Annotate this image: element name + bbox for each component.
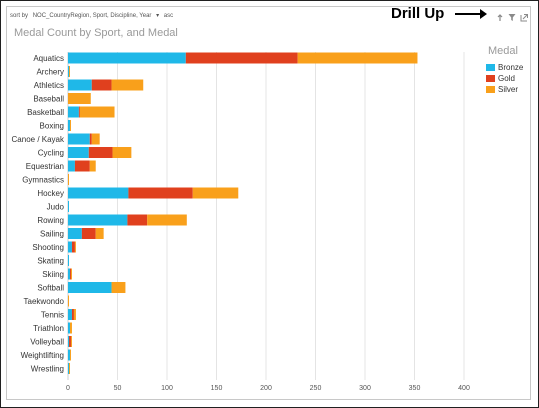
- bar-triathlon-bronze[interactable]: [68, 323, 70, 334]
- category-label-athletics: Athletics: [34, 81, 64, 90]
- category-label-basketball: Basketball: [27, 108, 64, 117]
- category-label-cycling: Cycling: [38, 149, 64, 158]
- bar-cycling-bronze[interactable]: [68, 147, 89, 158]
- bar-gymnastics-silver[interactable]: [68, 174, 69, 185]
- category-label-taekwondo: Taekwondo: [24, 297, 65, 306]
- bar-skiing-bronze[interactable]: [68, 269, 70, 280]
- bar-basketball-silver[interactable]: [80, 107, 115, 118]
- bar-boxing-bronze[interactable]: [68, 120, 70, 131]
- category-label-equestrian: Equestrian: [26, 162, 64, 171]
- category-label-tennis: Tennis: [41, 311, 64, 320]
- category-label-archery: Archery: [36, 68, 64, 77]
- bar-canoe-kayak-silver[interactable]: [92, 134, 100, 145]
- bar-skating-bronze[interactable]: [68, 255, 69, 266]
- bar-boxing-silver[interactable]: [70, 120, 71, 131]
- bar-sailing-gold[interactable]: [82, 228, 96, 239]
- bar-volleyball-gold[interactable]: [69, 336, 71, 347]
- bar-basketball-bronze[interactable]: [68, 107, 79, 118]
- bar-hockey-bronze[interactable]: [68, 188, 128, 199]
- x-tick-label-300: 300: [359, 385, 371, 392]
- bar-sailing-silver[interactable]: [96, 228, 104, 239]
- bar-cycling-gold[interactable]: [89, 147, 113, 158]
- bar-archery-bronze[interactable]: [68, 66, 69, 77]
- bar-taekwondo-silver[interactable]: [68, 296, 69, 307]
- bar-aquatics-silver[interactable]: [298, 53, 418, 64]
- x-tick-label-350: 350: [409, 385, 421, 392]
- bar-softball-bronze[interactable]: [68, 282, 112, 293]
- bar-sailing-bronze[interactable]: [68, 228, 82, 239]
- bar-aquatics-bronze[interactable]: [68, 53, 186, 64]
- category-label-weightlifting: Weightlifting: [21, 351, 64, 360]
- bar-tennis-bronze[interactable]: [68, 309, 72, 320]
- category-label-volleyball: Volleyball: [30, 338, 64, 347]
- bar-aquatics-gold[interactable]: [186, 53, 298, 64]
- category-label-hockey: Hockey: [37, 189, 64, 198]
- x-tick-label-400: 400: [458, 385, 470, 392]
- x-tick-label-150: 150: [211, 385, 223, 392]
- bar-softball-silver[interactable]: [112, 282, 126, 293]
- x-tick-label-50: 50: [114, 385, 122, 392]
- bar-skiing-gold[interactable]: [70, 269, 71, 280]
- bar-basketball-gold[interactable]: [79, 107, 80, 118]
- category-label-skating: Skating: [37, 257, 64, 266]
- category-label-baseball: Baseball: [33, 95, 64, 104]
- bar-rowing-bronze[interactable]: [68, 215, 127, 226]
- bar-tennis-gold[interactable]: [72, 309, 74, 320]
- category-label-gymnastics: Gymnastics: [22, 176, 64, 185]
- x-tick-label-0: 0: [66, 385, 70, 392]
- category-label-skiing: Skiing: [42, 270, 64, 279]
- bar-judo-bronze[interactable]: [68, 201, 69, 212]
- category-label-boxing: Boxing: [40, 122, 64, 131]
- bar-athletics-bronze[interactable]: [68, 80, 92, 91]
- bar-hockey-silver[interactable]: [193, 188, 239, 199]
- category-label-rowing: Rowing: [37, 216, 64, 225]
- category-label-judo: Judo: [47, 203, 65, 212]
- bar-equestrian-bronze[interactable]: [68, 161, 75, 172]
- bar-archery-silver[interactable]: [69, 66, 70, 77]
- category-label-triathlon: Triathlon: [33, 324, 64, 333]
- bar-shooting-bronze[interactable]: [68, 242, 72, 253]
- bar-canoe-kayak-bronze[interactable]: [68, 134, 90, 145]
- bar-tennis-silver[interactable]: [74, 309, 76, 320]
- category-label-softball: Softball: [37, 284, 64, 293]
- category-label-canoe-kayak: Canoe / Kayak: [12, 135, 65, 144]
- bar-athletics-silver[interactable]: [112, 80, 144, 91]
- bar-skiing-silver[interactable]: [71, 269, 72, 280]
- bar-hockey-gold[interactable]: [128, 188, 192, 199]
- bar-shooting-silver[interactable]: [75, 242, 76, 253]
- category-label-wrestling: Wrestling: [31, 365, 64, 374]
- x-tick-label-100: 100: [161, 385, 173, 392]
- category-label-sailing: Sailing: [40, 230, 64, 239]
- bar-athletics-gold[interactable]: [92, 80, 112, 91]
- bar-rowing-gold[interactable]: [127, 215, 147, 226]
- bar-baseball-silver[interactable]: [68, 93, 91, 104]
- category-label-aquatics: Aquatics: [33, 54, 64, 63]
- bar-canoe-kayak-gold[interactable]: [90, 134, 92, 145]
- x-tick-label-200: 200: [260, 385, 272, 392]
- bar-equestrian-silver[interactable]: [90, 161, 96, 172]
- bar-triathlon-silver[interactable]: [70, 323, 72, 334]
- bar-weightlifting-silver[interactable]: [70, 350, 71, 361]
- bar-equestrian-gold[interactable]: [75, 161, 90, 172]
- bar-weightlifting-bronze[interactable]: [68, 350, 70, 361]
- bar-shooting-gold[interactable]: [72, 242, 75, 253]
- bar-cycling-silver[interactable]: [113, 147, 132, 158]
- bar-wrestling-silver[interactable]: [69, 363, 70, 374]
- bar-volleyball-silver[interactable]: [71, 336, 72, 347]
- bar-wrestling-bronze[interactable]: [68, 363, 69, 374]
- bar-rowing-silver[interactable]: [147, 215, 187, 226]
- bar-volleyball-bronze[interactable]: [68, 336, 69, 347]
- category-label-shooting: Shooting: [32, 243, 64, 252]
- x-tick-label-250: 250: [310, 385, 322, 392]
